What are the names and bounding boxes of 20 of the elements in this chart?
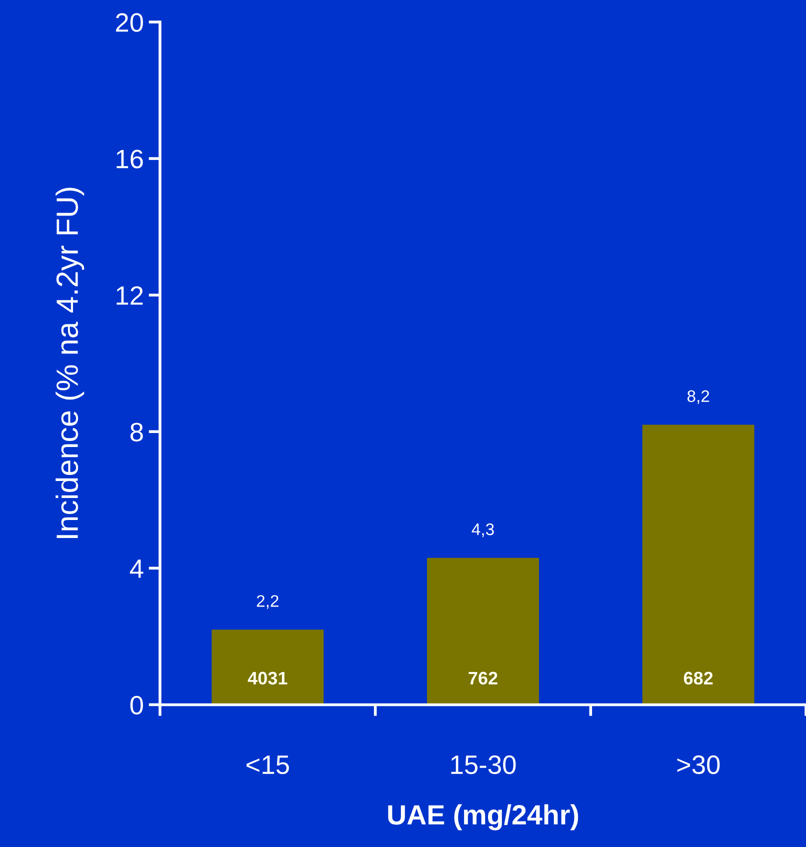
- x-axis-title: UAE (mg/24hr): [388, 804, 578, 830]
- y-tick-label: 16: [116, 150, 143, 168]
- annotation: 4031: [248, 672, 288, 685]
- y-axis-title: Incidence (% na 4.2yr FU): [56, 188, 84, 538]
- annotation: 682: [684, 672, 713, 685]
- data-label: 4,3: [472, 523, 494, 538]
- data-label: 8,2: [687, 390, 710, 404]
- x-tick-label: 15-30: [451, 755, 516, 774]
- bar: [427, 558, 539, 705]
- x-tick-label: <15: [246, 756, 289, 774]
- y-tick-label: 20: [116, 13, 143, 32]
- y-tick-label: 12: [116, 286, 143, 305]
- bar: [642, 424, 754, 705]
- x-tick-label: >30: [677, 755, 720, 774]
- annotation: 762: [468, 672, 498, 685]
- y-tick-label: 4: [130, 560, 144, 578]
- data-label: 2,2: [256, 595, 278, 609]
- y-tick-label: 8: [130, 422, 143, 442]
- y-tick-label: 0: [130, 696, 143, 715]
- bar: [212, 630, 324, 705]
